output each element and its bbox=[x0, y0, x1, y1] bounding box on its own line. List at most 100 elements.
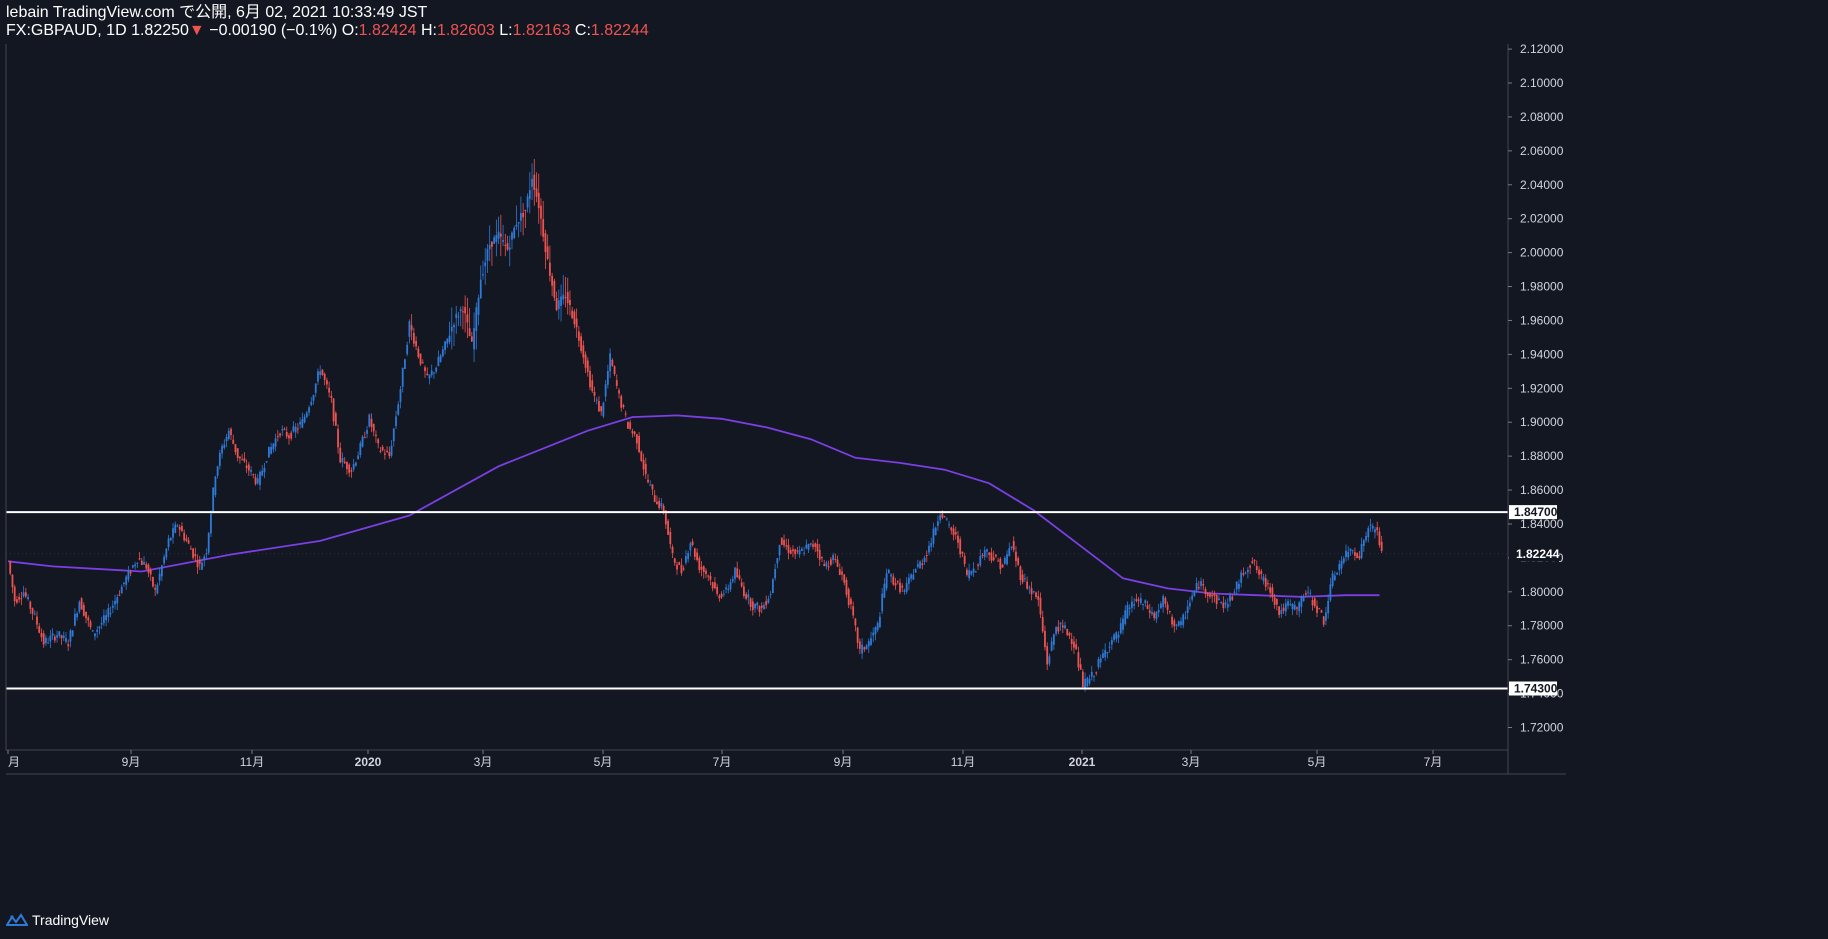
chart-header: lebain TradingView.com で公開, 6月 02, 2021 … bbox=[0, 0, 1828, 44]
candle-body bbox=[832, 555, 834, 561]
candle-body bbox=[598, 401, 600, 412]
candle-body bbox=[147, 564, 150, 573]
candle-body bbox=[916, 564, 919, 567]
candle-body bbox=[1057, 626, 1060, 632]
candle-body bbox=[31, 608, 34, 614]
x-tick-label: 3月 bbox=[474, 755, 493, 769]
last-price: 1.82250 bbox=[131, 22, 189, 39]
candle-body bbox=[691, 541, 694, 545]
candle-body bbox=[1110, 640, 1113, 645]
candle-body bbox=[1151, 612, 1153, 615]
candle-body bbox=[930, 543, 933, 547]
candle-body bbox=[1300, 596, 1303, 607]
candle-body bbox=[653, 495, 656, 502]
y-tick-label: 1.84000 bbox=[1520, 517, 1564, 531]
candle-body bbox=[225, 437, 228, 442]
candle-body bbox=[743, 586, 745, 597]
y-tick-label: 1.92000 bbox=[1520, 381, 1564, 395]
candle-body bbox=[729, 582, 732, 590]
x-tick-label: 5月 bbox=[594, 755, 613, 769]
candle-body bbox=[1293, 604, 1296, 610]
candle-body bbox=[821, 557, 823, 559]
candle-body bbox=[453, 324, 455, 328]
candle-body bbox=[1264, 578, 1267, 587]
candle-body bbox=[1340, 560, 1343, 569]
candle-body bbox=[673, 558, 676, 563]
candle-body bbox=[595, 399, 598, 401]
candle-body bbox=[577, 331, 580, 341]
tradingview-logo[interactable]: TradingView bbox=[6, 912, 109, 928]
level-price-tag bbox=[1509, 681, 1557, 696]
candle-body bbox=[533, 174, 536, 190]
candle-body bbox=[1331, 573, 1334, 586]
candle-body bbox=[968, 570, 971, 579]
close-label: C: bbox=[574, 22, 591, 39]
candle-body bbox=[1275, 599, 1278, 605]
publish-info: lebain TradingView.com で公開, 6月 02, 2021 … bbox=[6, 4, 428, 21]
candle-body bbox=[939, 515, 942, 521]
candle-body bbox=[1075, 644, 1078, 650]
candle-body bbox=[709, 575, 712, 580]
candle-body bbox=[943, 516, 946, 518]
candle-body bbox=[457, 316, 460, 318]
candle-body bbox=[1278, 606, 1280, 615]
last-price-tag bbox=[1509, 545, 1559, 562]
candle-body bbox=[261, 470, 264, 476]
candle-body bbox=[972, 568, 975, 573]
candle-body bbox=[441, 349, 444, 357]
candle-body bbox=[1251, 561, 1254, 564]
candle-body bbox=[417, 348, 420, 357]
candle-body bbox=[852, 606, 855, 616]
candle-body bbox=[631, 430, 634, 434]
candle-body bbox=[332, 398, 335, 422]
candle-body bbox=[152, 577, 154, 587]
candle-body bbox=[1249, 565, 1252, 568]
candle-body bbox=[1325, 612, 1327, 621]
candle-body bbox=[1032, 591, 1035, 593]
candle-body bbox=[1322, 616, 1325, 625]
candle-body bbox=[557, 300, 560, 310]
candle-body bbox=[1273, 597, 1276, 605]
candle-body bbox=[1048, 656, 1051, 664]
candle-body bbox=[890, 574, 892, 577]
candle-body bbox=[914, 569, 917, 573]
candle-body bbox=[780, 537, 783, 545]
price-axis[interactable]: 1.720001.740001.760001.780001.800001.820… bbox=[1508, 42, 1564, 735]
candle-body bbox=[62, 635, 65, 638]
candle-body bbox=[1217, 598, 1220, 601]
candle-body bbox=[1115, 632, 1118, 640]
candle-body bbox=[693, 548, 696, 557]
candle-body bbox=[69, 630, 72, 642]
candle-body bbox=[1213, 593, 1216, 596]
candle-body bbox=[1155, 612, 1158, 620]
candle-body bbox=[42, 633, 45, 645]
horizontal-levels-layer[interactable] bbox=[6, 511, 1508, 690]
candle-body bbox=[20, 598, 23, 600]
candle-body bbox=[1146, 605, 1149, 610]
candle-body bbox=[56, 635, 58, 638]
candle-body bbox=[259, 471, 261, 486]
candle-body bbox=[970, 571, 973, 575]
candle-body bbox=[65, 638, 67, 642]
candle-body bbox=[1019, 566, 1022, 580]
candle-body bbox=[1046, 646, 1049, 665]
candle-body bbox=[325, 380, 328, 385]
candle-body bbox=[433, 372, 435, 374]
candle-body bbox=[1206, 592, 1209, 597]
time-axis[interactable]: 月 9月 11月 2020 3月 5月 7月 9月 11月 2021 3月 5月 7月 bbox=[7, 750, 1442, 769]
candle-body bbox=[591, 380, 594, 392]
candle-body bbox=[963, 555, 966, 564]
candle-body bbox=[905, 583, 908, 592]
candle-body bbox=[823, 564, 826, 566]
candle-body bbox=[689, 543, 692, 551]
candle-body bbox=[1001, 564, 1004, 568]
candle-body bbox=[1262, 576, 1265, 581]
symbol-label[interactable]: FX:GBPAUD, 1D bbox=[6, 22, 127, 39]
candle-body bbox=[812, 544, 814, 547]
candle-body bbox=[1329, 584, 1332, 601]
x-tick-label: 2020 bbox=[355, 755, 382, 769]
candle-body bbox=[379, 450, 382, 452]
candle-body bbox=[1184, 617, 1187, 619]
candle-body bbox=[798, 550, 801, 555]
